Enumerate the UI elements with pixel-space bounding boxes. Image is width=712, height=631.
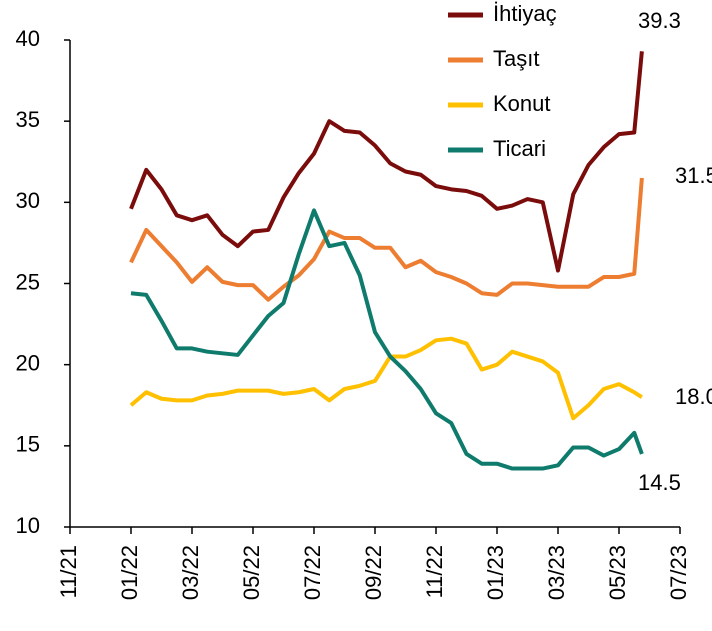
y-tick-label: 25 [16, 269, 40, 294]
x-tick-label: 01/23 [483, 545, 508, 600]
y-tick-label: 30 [16, 188, 40, 213]
series-line [130, 208, 644, 471]
x-tick-label: 05/22 [239, 545, 264, 600]
legend-label: Konut [493, 91, 551, 116]
y-tick-label: 35 [16, 107, 40, 132]
legend-label: İhtiyaç [493, 1, 557, 26]
legend-label: Ticari [493, 136, 546, 161]
x-tick-label: 03/23 [544, 545, 569, 600]
series-line [129, 51, 644, 273]
x-tick-label: 07/23 [666, 545, 691, 600]
x-tick-label: 01/22 [117, 545, 142, 600]
end-label: 18.0 [675, 384, 712, 409]
end-label: 39.3 [638, 8, 681, 33]
y-tick-label: 10 [16, 513, 40, 538]
end-label: 31.5 [675, 163, 712, 188]
x-tick-label: 03/22 [178, 545, 203, 600]
y-tick-label: 20 [16, 350, 40, 375]
x-tick-label: 11/22 [422, 545, 447, 598]
x-tick-label: 09/22 [361, 545, 386, 600]
y-tick-label: 15 [16, 432, 40, 457]
series-line [129, 177, 644, 302]
x-tick-label: 05/23 [605, 545, 630, 600]
y-tick-label: 40 [16, 26, 40, 51]
x-tick-label: 07/22 [300, 545, 325, 600]
end-label: 14.5 [638, 470, 681, 495]
x-tick-label: 11/21 [56, 545, 81, 598]
legend-label: Taşıt [493, 46, 539, 71]
